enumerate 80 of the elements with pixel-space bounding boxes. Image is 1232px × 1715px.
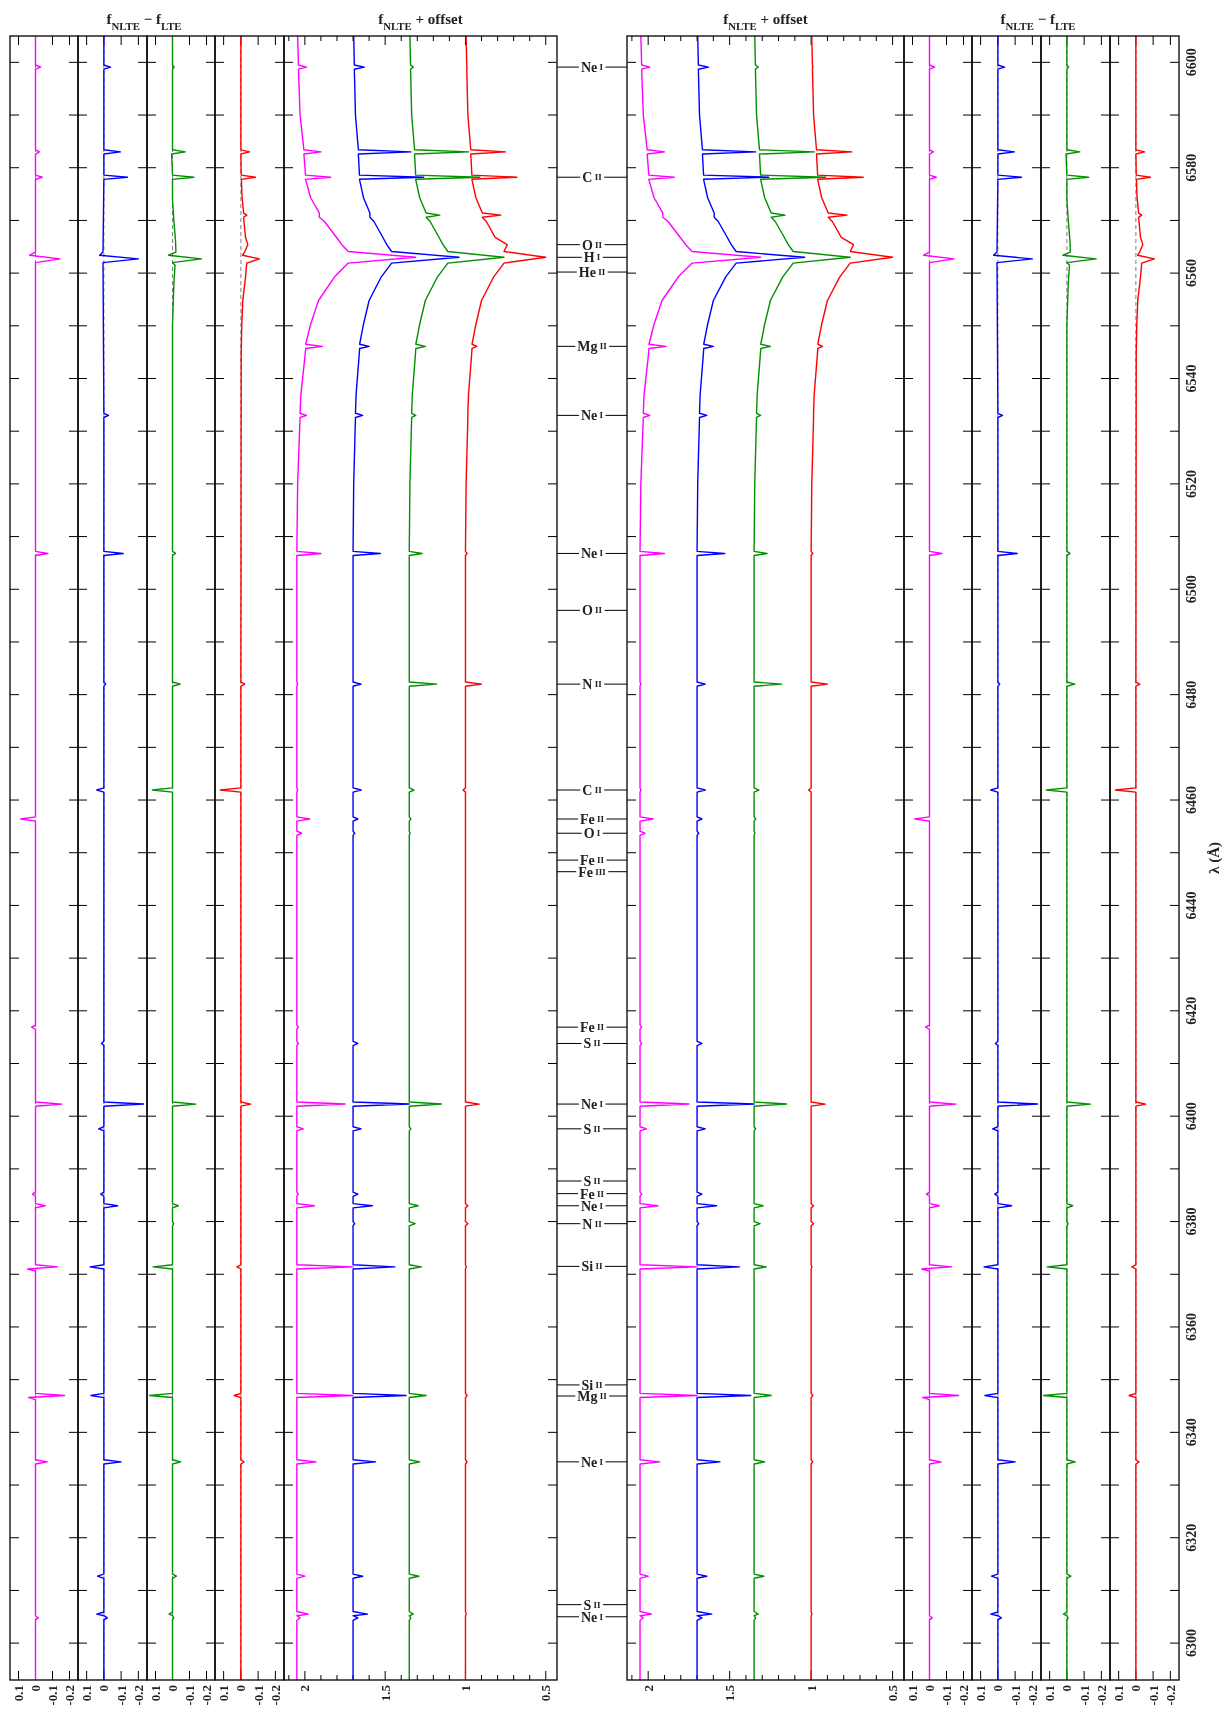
y-tick-label: 6400 (1183, 1102, 1199, 1131)
x-tick-label: -0.1 (250, 1685, 266, 1706)
x-tick-label: -0.2 (62, 1685, 77, 1706)
x-tick-label: -0.2 (267, 1685, 283, 1706)
y-tick-label: 6540 (1183, 364, 1199, 393)
x-tick-label: 0 (1059, 1685, 1075, 1692)
x-tick-label: 2 (640, 1685, 656, 1692)
x-tick-label: -0.2 (956, 1685, 971, 1706)
x-tick-label: 0 (165, 1685, 180, 1692)
ref-line-label: O I (583, 825, 601, 841)
ref-line-label: Mg II (577, 338, 608, 354)
ref-line-label: Ne I (580, 59, 604, 75)
ref-line-label: N II (582, 676, 603, 692)
chart-title: f$_{NLTE}$ − f$_{LTE}$ (1000, 11, 1076, 32)
y-tick-label: 6440 (1183, 891, 1199, 920)
ref-line-label: Ne I (580, 407, 604, 423)
y-tick-label: 6600 (1183, 48, 1199, 77)
y-tick-label: 6380 (1183, 1207, 1199, 1236)
y-tick-label: 6480 (1183, 680, 1199, 709)
y-tick-label: 6300 (1183, 1629, 1199, 1658)
x-tick-label: 0.5 (885, 1684, 901, 1702)
ref-line-label: Fe II (579, 1019, 605, 1035)
x-tick-label: 0.1 (148, 1685, 163, 1702)
x-tick-label: 0.1 (905, 1685, 920, 1702)
ref-line-label: Ne I (580, 1454, 604, 1470)
ref-line-label: Fe II (579, 811, 605, 827)
x-tick-label: -0.1 (1145, 1685, 1161, 1706)
y-tick-label: 6580 (1183, 153, 1199, 182)
ref-line-label: S II (583, 1035, 602, 1051)
x-tick-label: -0.2 (1162, 1685, 1178, 1706)
x-tick-label: -0.2 (1024, 1685, 1040, 1706)
x-tick-label: -0.2 (1093, 1685, 1109, 1706)
x-tick-label: 0 (96, 1685, 112, 1692)
ref-line-label: C II (582, 169, 603, 185)
x-tick-label: -0.1 (113, 1685, 129, 1706)
ref-line-label: S II (583, 1173, 602, 1189)
ref-line-label: O II (581, 602, 603, 618)
y-tick-label: 6420 (1183, 996, 1199, 1025)
ref-line-label: He II (578, 264, 606, 280)
x-tick-label: 0.1 (11, 1685, 26, 1702)
x-tick-label: 0 (990, 1685, 1006, 1692)
x-tick-label: 0 (922, 1685, 937, 1692)
y-tick-label: 6340 (1183, 1418, 1199, 1447)
x-tick-label: 0.1 (973, 1685, 989, 1702)
x-tick-label: 0 (28, 1685, 43, 1692)
ref-line-label: Ne I (580, 545, 604, 561)
x-tick-label: -0.1 (182, 1685, 197, 1706)
x-tick-label: 0 (1128, 1685, 1144, 1692)
x-tick-label: 0.1 (216, 1685, 232, 1702)
y-tick-label: 6520 (1183, 469, 1199, 498)
ref-line-label: C II (582, 782, 603, 798)
x-tick-label: -0.1 (1076, 1685, 1092, 1706)
x-tick-label: 0.1 (1042, 1685, 1058, 1702)
x-tick-label: 1.5 (377, 1684, 393, 1702)
x-tick-label: 0.1 (79, 1685, 95, 1702)
x-tick-label: -0.1 (45, 1685, 60, 1706)
x-tick-label: -0.2 (130, 1685, 146, 1706)
x-tick-label: 1.5 (722, 1684, 738, 1702)
chart-title: f$_{NLTE}$ + offset (723, 11, 808, 32)
x-tick-label: 2 (297, 1685, 313, 1692)
x-tick-label: 1 (803, 1685, 819, 1692)
y-axis-title: λ (Å) (1206, 842, 1224, 874)
y-tick-label: 6500 (1183, 575, 1199, 604)
ref-line-label: N II (582, 1216, 603, 1232)
x-tick-label: -0.2 (199, 1685, 214, 1706)
x-tick-label: 0.5 (538, 1684, 554, 1702)
x-tick-label: 0.1 (1111, 1685, 1127, 1702)
chart-title: f$_{NLTE}$ − f$_{LTE}$ (106, 11, 182, 32)
ref-line-label: S II (583, 1121, 602, 1137)
ref-line-label: Si II (581, 1258, 603, 1274)
y-tick-label: 6320 (1183, 1523, 1199, 1552)
x-tick-label: -0.1 (1007, 1685, 1023, 1706)
x-tick-label: -0.1 (939, 1685, 954, 1706)
ref-line-label: Ne I (580, 1096, 604, 1112)
y-tick-label: 6360 (1183, 1312, 1199, 1341)
y-tick-label: 6560 (1183, 259, 1199, 288)
x-tick-label: 1 (457, 1685, 473, 1692)
chart-title: f$_{NLTE}$ + offset (378, 11, 463, 32)
y-tick-label: 6460 (1183, 786, 1199, 815)
x-tick-label: 0 (233, 1685, 249, 1692)
